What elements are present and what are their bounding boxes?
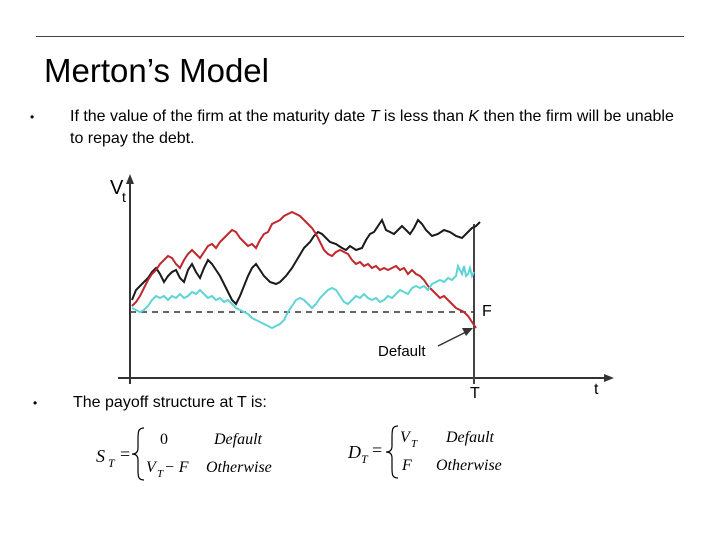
red-path bbox=[131, 210, 477, 329]
x-axis-arrow bbox=[604, 374, 614, 382]
formula-lhs-d: D bbox=[347, 442, 361, 462]
cyan-path bbox=[131, 262, 475, 330]
default-label: Default bbox=[378, 343, 426, 360]
firm-value-diagram: V t F T t Default bbox=[110, 174, 614, 402]
bullet-2-text: The payoff structure at T is: bbox=[73, 394, 267, 411]
bullet-marker: • bbox=[30, 110, 35, 124]
formula-equals: = bbox=[372, 440, 382, 460]
maturity-label: T bbox=[470, 385, 480, 402]
formula-lhs-sub: T bbox=[108, 456, 116, 470]
formula-equals: = bbox=[120, 444, 130, 464]
case1-value-sub: T bbox=[411, 438, 418, 450]
formula-brace bbox=[131, 427, 145, 481]
top-rule bbox=[36, 36, 684, 37]
formula-lhs-s: S bbox=[96, 446, 105, 466]
bullet-1: • If the value of the firm at the maturi… bbox=[30, 106, 680, 150]
y-axis-arrow bbox=[126, 174, 134, 184]
default-arrowhead bbox=[462, 328, 473, 336]
bullet-1-var-t: T bbox=[369, 108, 380, 125]
default-arrow bbox=[437, 331, 467, 347]
bullet-2: • The payoff structure at T is: bbox=[33, 392, 473, 414]
x-axis-label: t bbox=[594, 381, 599, 398]
case2-value: F bbox=[401, 457, 412, 474]
case1-label: Default bbox=[213, 431, 263, 448]
case1-label: Default bbox=[445, 429, 495, 446]
case2-value-v: V bbox=[146, 459, 158, 476]
bullet-1-text-c: then the firm will be unable to repay th… bbox=[70, 108, 674, 147]
black-path bbox=[131, 217, 481, 306]
bullet-marker: • bbox=[33, 396, 38, 410]
slide-title: Merton’s Model bbox=[44, 52, 269, 89]
threshold-label: F bbox=[482, 303, 492, 320]
formula-brace bbox=[385, 425, 399, 479]
case2-value-sub: T bbox=[157, 468, 164, 480]
case1-value: 0 bbox=[160, 431, 168, 448]
debt-payoff-formula: D T = V T Default F Otherwise bbox=[347, 425, 502, 479]
case2-label: Otherwise bbox=[206, 459, 272, 476]
case2-label: Otherwise bbox=[436, 457, 502, 474]
formula-lhs-sub: T bbox=[361, 452, 369, 466]
bullet-1-text-b: is less than bbox=[379, 108, 469, 125]
case1-value-v: V bbox=[400, 429, 412, 446]
bullet-1-text-a: If the value of the firm at the maturity… bbox=[70, 108, 370, 125]
case2-value-rest: − F bbox=[164, 459, 189, 476]
bullet-1-var-k: K bbox=[468, 108, 480, 125]
equity-payoff-formula: S T = 0 Default V T − F Otherwise bbox=[96, 427, 272, 481]
y-axis-subscript: t bbox=[122, 189, 126, 205]
y-axis-label: V bbox=[110, 177, 124, 199]
